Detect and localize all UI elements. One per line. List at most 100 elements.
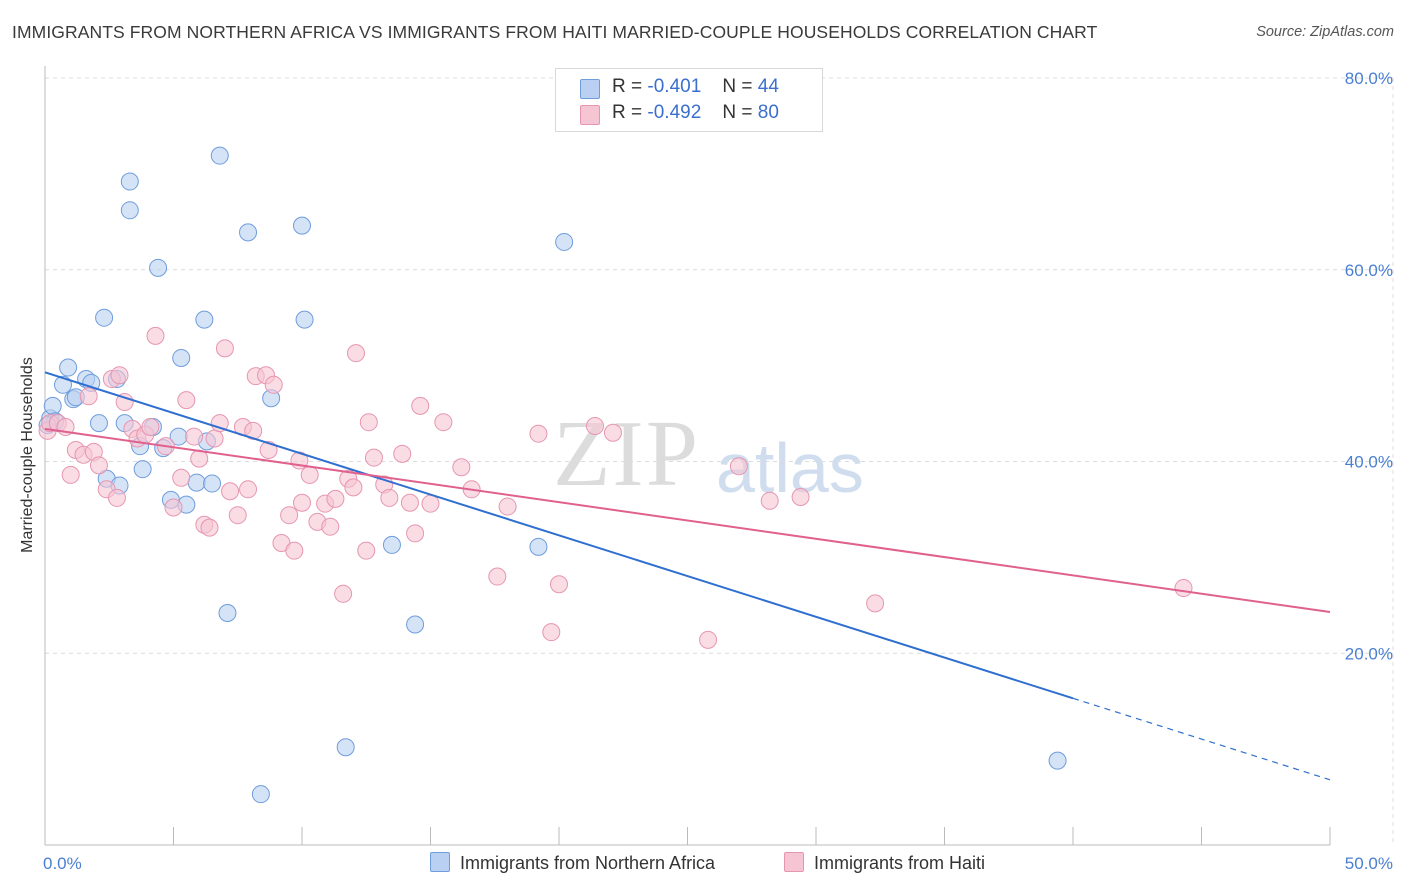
point-haiti	[364, 448, 383, 467]
point-northern-africa	[43, 396, 62, 415]
point-haiti	[185, 427, 204, 446]
point-haiti	[110, 366, 129, 385]
point-haiti	[488, 567, 507, 586]
point-northern-africa	[59, 358, 78, 377]
point-haiti	[550, 575, 568, 594]
pink-swatch	[784, 852, 804, 872]
point-northern-africa	[120, 201, 139, 220]
point-northern-africa	[555, 232, 574, 251]
point-haiti	[300, 465, 319, 484]
point-haiti	[79, 387, 98, 406]
point-northern-africa	[95, 308, 114, 327]
blue-swatch	[580, 79, 600, 99]
point-haiti	[529, 424, 548, 443]
point-haiti	[699, 630, 718, 649]
point-haiti	[603, 423, 622, 442]
point-haiti	[1174, 579, 1193, 598]
point-haiti	[326, 489, 345, 508]
r-value: -0.401	[647, 76, 702, 97]
pink-swatch	[580, 105, 600, 125]
point-haiti	[380, 488, 399, 507]
point-haiti	[452, 458, 471, 477]
y-tick-label: 40.0%	[1345, 453, 1393, 472]
n-value: 44	[757, 76, 779, 97]
x-tick-label: 50.0%	[1345, 854, 1393, 873]
point-haiti	[107, 488, 126, 507]
legend-item-northern-africa: Immigrants from Northern Africa	[430, 852, 715, 874]
point-haiti	[172, 468, 191, 487]
source-label: Source: ZipAtlas.com	[1256, 24, 1394, 40]
point-northern-africa	[89, 414, 108, 433]
x-tick-label: 0.0%	[43, 854, 82, 873]
point-haiti	[164, 498, 183, 517]
point-northern-africa	[195, 310, 214, 329]
trend-line-haiti	[44, 427, 1331, 614]
point-haiti	[542, 623, 561, 642]
point-haiti	[406, 524, 425, 543]
point-haiti	[498, 497, 517, 516]
point-haiti	[411, 396, 430, 415]
point-haiti	[357, 541, 376, 560]
point-haiti	[280, 506, 299, 525]
point-northern-africa	[382, 535, 401, 554]
n-value: 80	[757, 102, 779, 123]
point-haiti	[585, 417, 604, 436]
point-northern-africa	[210, 146, 229, 165]
stats-legend: R = -0.401 N = 44 R = -0.492 N = 80	[555, 68, 823, 132]
point-haiti	[421, 494, 440, 513]
point-haiti	[239, 480, 258, 499]
point-haiti	[228, 506, 247, 525]
point-haiti	[434, 413, 453, 432]
point-haiti	[359, 413, 378, 432]
point-haiti	[344, 478, 363, 497]
point-haiti	[205, 429, 224, 448]
point-northern-africa	[529, 537, 548, 556]
point-haiti	[141, 417, 160, 436]
r-value: -0.492	[647, 102, 702, 123]
trend-line-northern-africa	[44, 371, 1074, 700]
legend-label: Immigrants from Haiti	[814, 853, 986, 873]
point-haiti	[346, 344, 365, 363]
point-northern-africa	[406, 615, 425, 634]
point-northern-africa	[172, 348, 191, 367]
point-haiti	[293, 493, 311, 512]
point-northern-africa	[293, 216, 311, 235]
point-haiti	[729, 457, 748, 476]
point-haiti	[866, 594, 885, 613]
y-tick-label: 80.0%	[1345, 69, 1393, 88]
legend-label: Immigrants from Northern Africa	[460, 853, 716, 873]
point-northern-africa	[203, 474, 222, 493]
point-haiti	[321, 517, 340, 536]
point-northern-africa	[239, 223, 258, 242]
point-haiti	[259, 440, 278, 459]
r-label: R =	[612, 102, 643, 123]
watermark-zip: ZIP	[553, 402, 700, 506]
point-haiti	[115, 393, 134, 412]
point-northern-africa	[120, 172, 139, 191]
point-northern-africa	[53, 375, 72, 394]
point-northern-africa	[187, 473, 206, 492]
n-label: N =	[722, 102, 753, 123]
point-haiti	[146, 326, 165, 345]
point-haiti	[215, 339, 234, 358]
legend-item-haiti: Immigrants from Haiti	[784, 852, 985, 874]
n-label: N =	[722, 76, 753, 97]
point-haiti	[221, 482, 240, 501]
point-northern-africa	[149, 258, 168, 277]
y-tick-label: 60.0%	[1345, 261, 1393, 280]
point-haiti	[285, 541, 304, 560]
point-haiti	[334, 584, 353, 603]
point-haiti	[200, 518, 219, 537]
point-haiti	[791, 487, 810, 506]
point-haiti	[61, 465, 80, 484]
point-haiti	[264, 375, 283, 394]
point-northern-africa	[336, 738, 355, 757]
point-haiti	[89, 456, 108, 475]
point-haiti	[400, 493, 419, 512]
point-haiti	[177, 391, 196, 410]
r-label: R =	[612, 76, 643, 97]
chart-title: IMMIGRANTS FROM NORTHERN AFRICA VS IMMIG…	[12, 22, 1098, 42]
trend-line-extension-northern-africa	[1072, 697, 1331, 781]
point-northern-africa	[1048, 751, 1067, 770]
